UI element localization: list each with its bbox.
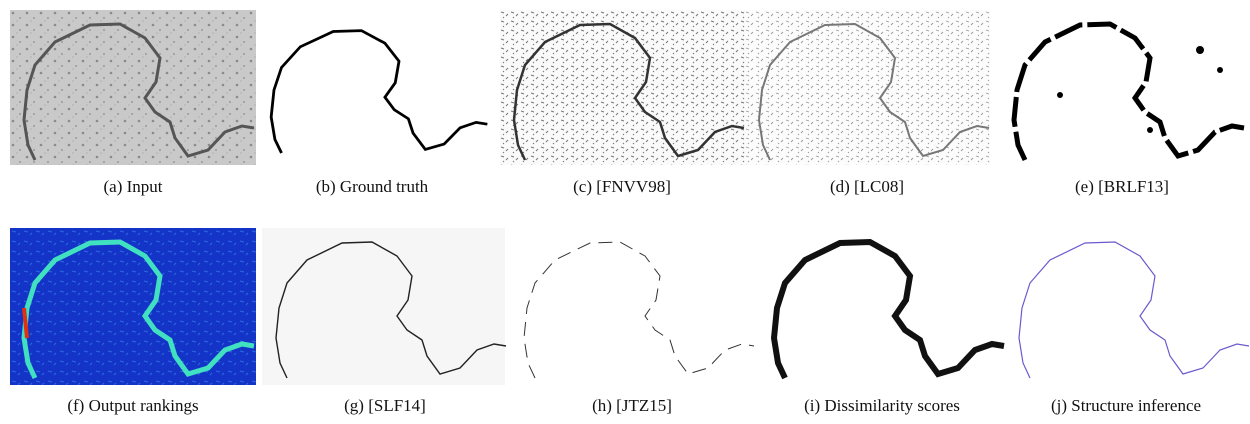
panel-jtz15 [524,242,754,378]
caption: (h) [JTZ15] [592,396,672,415]
caption: (f) Output rankings [67,396,198,415]
caption: (i) Dissimilarity scores [804,396,960,415]
panel-structure-inference [1019,242,1249,378]
caption: (e) [BRLF13] [1075,177,1169,196]
panel-fnvv98 [500,10,745,165]
page: {"captions": ["(a) Input", "(b) Ground t… [0,0,1250,419]
figure: (a) Input (b) Ground truth (c) [FNVV98] … [0,0,1250,419]
caption: (j) Structure inference [1051,396,1201,415]
caption: (a) Input [103,177,162,196]
panel-ground-truth [271,31,487,153]
panel-input [10,10,256,165]
caption: (b) Ground truth [316,177,429,196]
panel-output-rankings [10,228,256,385]
panel-dissimilarity [774,242,1004,378]
caption: (g) [SLF14] [344,396,426,415]
caption: (d) [LC08] [830,177,904,196]
caption: (c) [FNVV98] [573,177,671,196]
panel-slf14 [262,228,506,385]
panel-lc08 [745,10,990,165]
panel-brlf13 [1000,10,1245,165]
